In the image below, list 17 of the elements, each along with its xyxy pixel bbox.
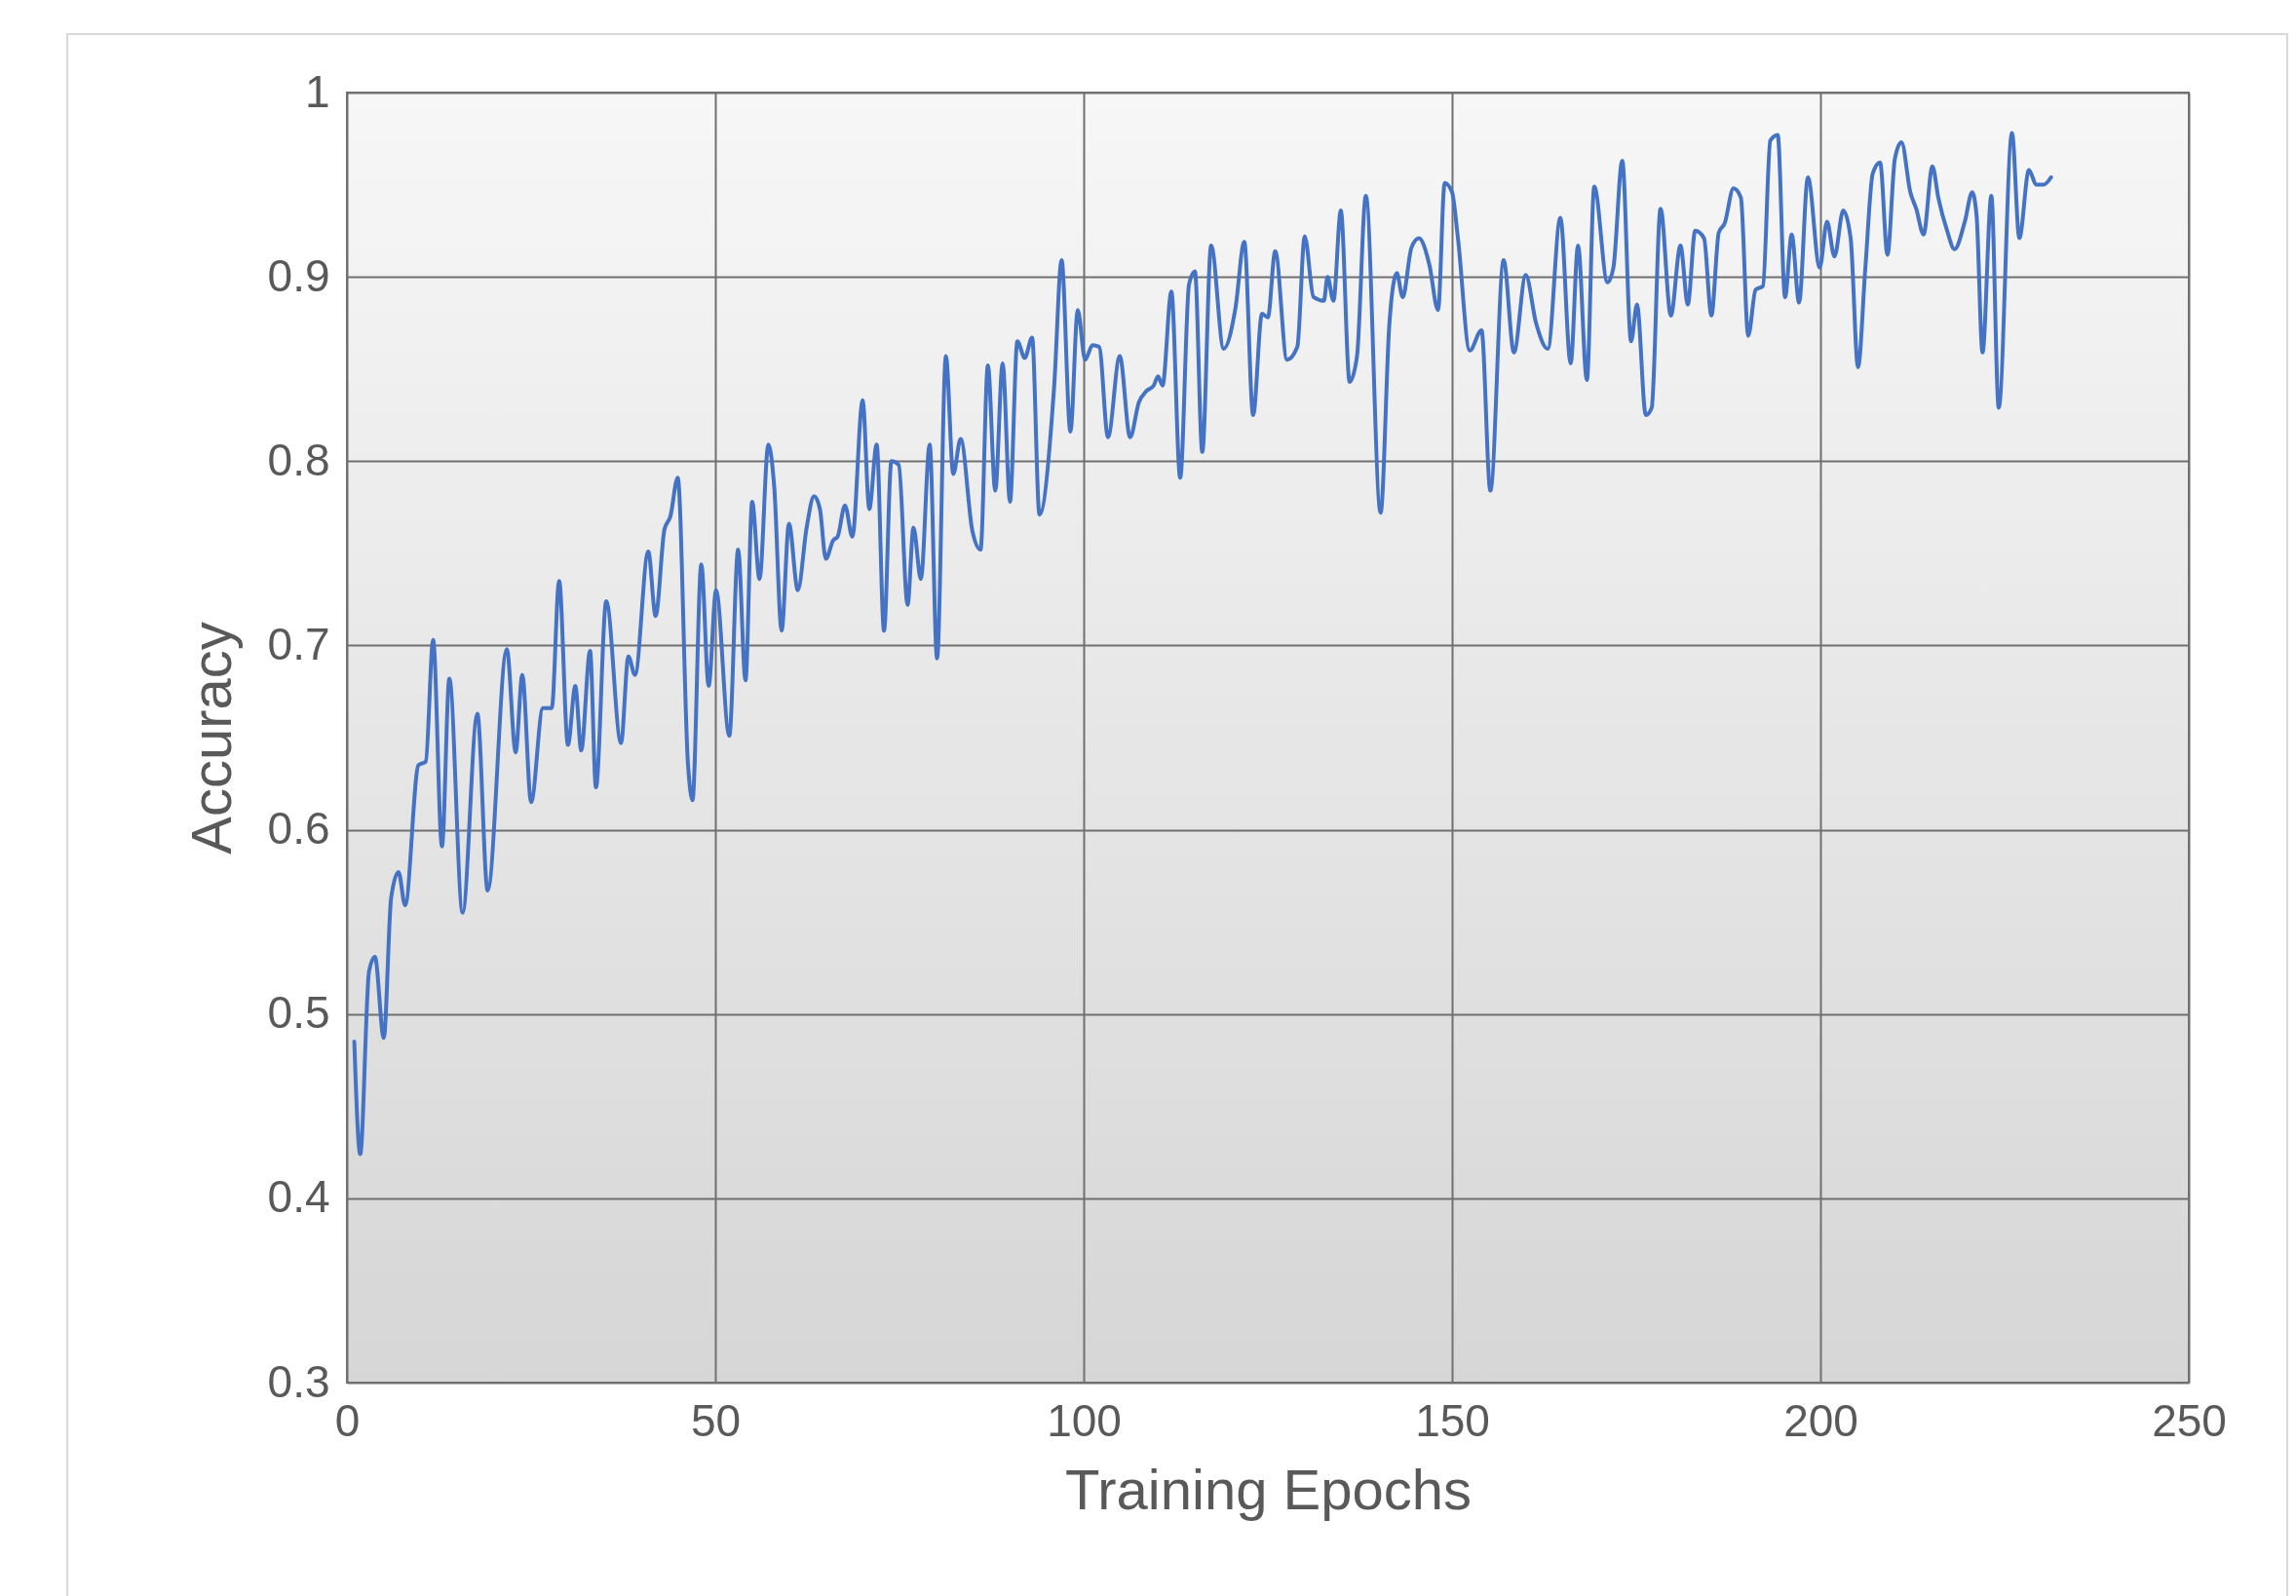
x-axis-title: Training Epochs	[1065, 1457, 1472, 1521]
y-tick-label: 0.7	[267, 618, 330, 669]
x-tick-label: 0	[334, 1394, 361, 1446]
y-tick-label: 0.3	[267, 1355, 330, 1407]
y-tick-label: 0.4	[267, 1171, 330, 1223]
x-tick-label: 50	[690, 1394, 742, 1446]
x-tick-label: 200	[1783, 1394, 1858, 1446]
line-series	[352, 131, 2053, 1157]
x-tick-label: 250	[2152, 1394, 2227, 1446]
y-axis-title: Accuracy	[178, 622, 243, 855]
x-tick-label: 100	[1047, 1394, 1122, 1446]
y-tick-label: 0.5	[267, 987, 330, 1039]
y-tick-label: 0.6	[267, 803, 330, 855]
x-tick-label: 150	[1415, 1394, 1490, 1446]
y-tick-label: 0.9	[267, 249, 330, 301]
y-tick-label: 0.8	[267, 434, 330, 485]
y-tick-label: 1	[304, 65, 330, 117]
